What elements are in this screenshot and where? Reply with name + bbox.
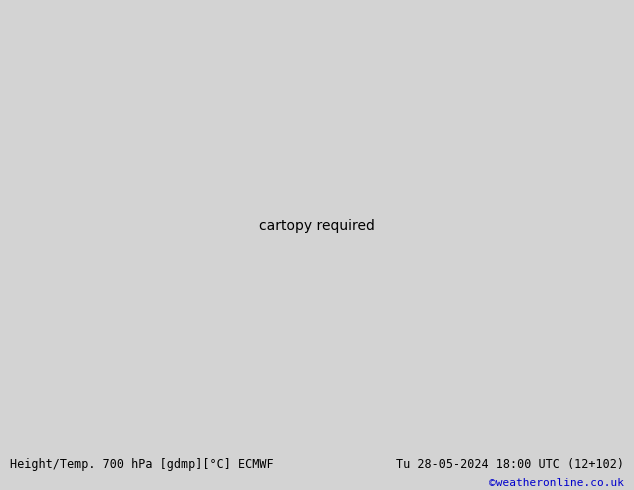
Text: Tu 28-05-2024 18:00 UTC (12+102): Tu 28-05-2024 18:00 UTC (12+102) (396, 458, 624, 471)
Text: Height/Temp. 700 hPa [gdmp][°C] ECMWF: Height/Temp. 700 hPa [gdmp][°C] ECMWF (10, 458, 273, 471)
Text: cartopy required: cartopy required (259, 219, 375, 233)
Text: ©weatheronline.co.uk: ©weatheronline.co.uk (489, 478, 624, 488)
